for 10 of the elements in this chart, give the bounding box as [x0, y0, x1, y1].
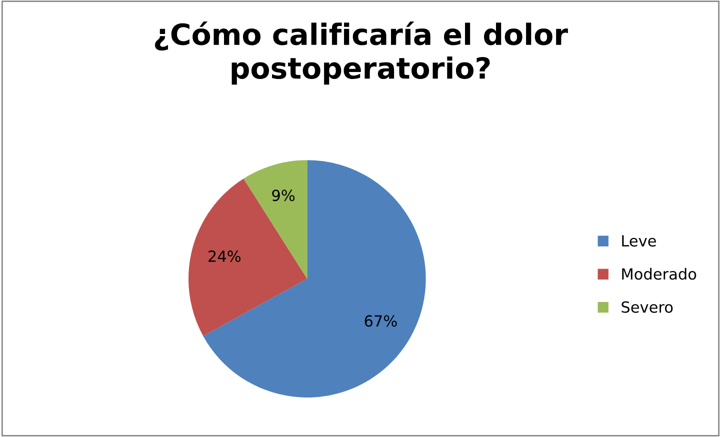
data-label: 9% [272, 190, 295, 202]
data-label: 24% [208, 250, 241, 262]
pie-slice [188, 178, 308, 336]
pie-slice [203, 160, 426, 398]
legend-label: Severo [622, 301, 673, 313]
legend-label: Leve [622, 235, 656, 247]
legend-label: Moderado [622, 268, 696, 280]
pie-slice [244, 160, 308, 279]
data-label: 67% [364, 315, 397, 327]
chart-title: ¿Cómo calificaría el dolor postoperatorio? [154, 22, 568, 85]
